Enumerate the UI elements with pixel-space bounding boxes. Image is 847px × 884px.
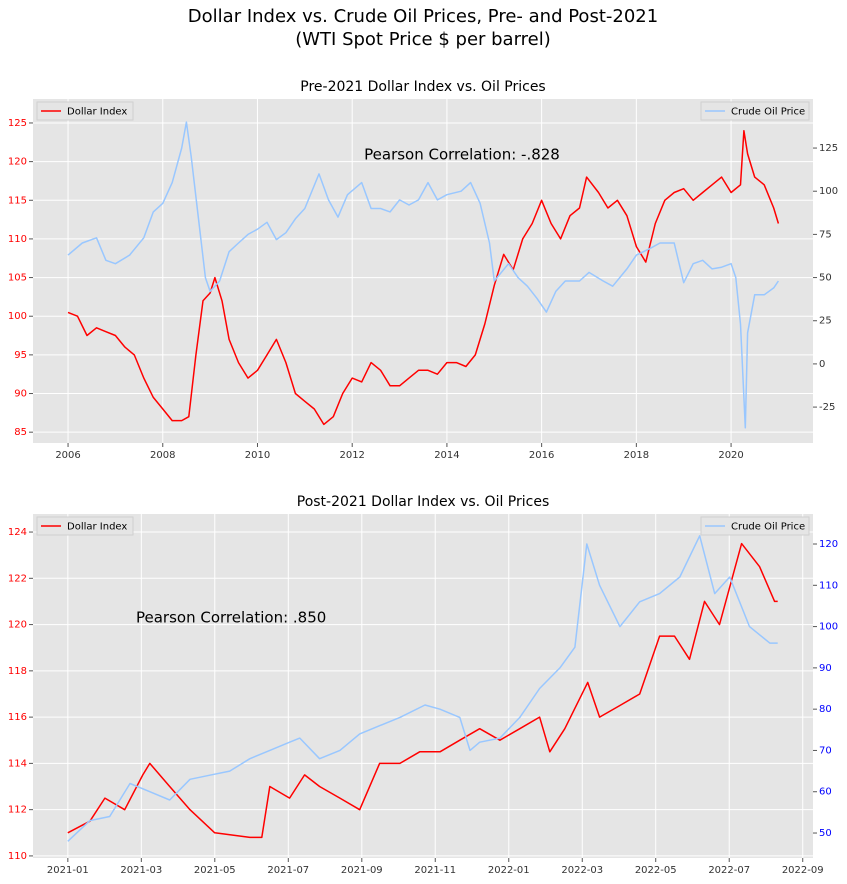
figure-title: Dollar Index vs. Crude Oil Prices, Pre- …	[188, 6, 658, 27]
plot-title: Post-2021 Dollar Index vs. Oil Prices	[297, 494, 550, 510]
y-tick-label: 118	[8, 666, 27, 677]
y-tick-label: 116	[8, 712, 27, 723]
x-tick-label: 2014	[434, 450, 459, 461]
x-tick-label: 2021-03	[120, 865, 162, 876]
x-tick-label: 2022-07	[708, 865, 750, 876]
y2-tick-label: 50	[819, 828, 832, 839]
x-tick-label: 2022-01	[488, 865, 530, 876]
legend-label: Dollar Index	[67, 522, 127, 533]
figure-subtitle: (WTI Spot Price $ per barrel)	[295, 29, 551, 50]
x-tick-label: 2021-01	[47, 865, 89, 876]
y2-tick-label: -25	[819, 402, 835, 413]
y2-tick-label: 80	[819, 704, 832, 715]
y-tick-label: 95	[14, 350, 27, 361]
x-tick-label: 2022-05	[635, 865, 677, 876]
y2-tick-label: 125	[819, 143, 838, 154]
x-tick-label: 2022-09	[782, 865, 824, 876]
y-tick-label: 90	[14, 389, 27, 400]
y2-tick-label: 110	[819, 580, 838, 591]
x-tick-label: 2008	[150, 450, 175, 461]
x-tick-label: 2016	[529, 450, 554, 461]
y-tick-label: 110	[8, 851, 27, 862]
legend-label: Crude Oil Price	[731, 107, 805, 118]
x-tick-label: 2020	[718, 450, 743, 461]
y-tick-label: 115	[8, 195, 27, 206]
annotation: Pearson Correlation: .850	[136, 609, 326, 627]
y-tick-label: 120	[8, 157, 27, 168]
series-line	[67, 542, 778, 839]
annotation: Pearson Correlation: -.828	[364, 146, 560, 164]
y2-tick-label: 120	[819, 539, 838, 550]
x-tick-label: 2021-05	[194, 865, 236, 876]
legend-label: Dollar Index	[67, 107, 127, 118]
x-tick-label: 2021-07	[267, 865, 309, 876]
x-tick-label: 2021-11	[414, 865, 456, 876]
x-tick-label: 2018	[624, 450, 649, 461]
y-tick-label: 125	[8, 118, 27, 129]
y-tick-label: 124	[8, 527, 27, 538]
x-tick-label: 2012	[339, 450, 364, 461]
y-tick-label: 110	[8, 234, 27, 245]
x-tick-label: 2022-03	[561, 865, 603, 876]
series-line	[67, 129, 780, 426]
y-tick-label: 105	[8, 273, 27, 284]
legend-box	[700, 101, 810, 121]
y-tick-label: 114	[8, 758, 27, 769]
y2-tick-label: 60	[819, 787, 832, 798]
legend-box	[36, 516, 134, 536]
y2-tick-label: 0	[819, 359, 825, 370]
y-tick-label: 112	[8, 805, 27, 816]
y2-tick-label: 100	[819, 622, 838, 633]
plot-title: Pre-2021 Dollar Index vs. Oil Prices	[300, 79, 545, 95]
legend-box	[36, 101, 134, 121]
series-line	[67, 121, 780, 429]
y-tick-label: 100	[8, 311, 27, 322]
y2-tick-label: 75	[819, 229, 832, 240]
y2-tick-label: 90	[819, 663, 832, 674]
y-tick-label: 85	[14, 427, 27, 438]
y2-tick-label: 70	[819, 745, 832, 756]
series-line	[67, 535, 778, 842]
y2-tick-label: 100	[819, 186, 838, 197]
legend-label: Crude Oil Price	[731, 522, 805, 533]
x-tick-label: 2021-09	[341, 865, 383, 876]
legend-box	[700, 516, 810, 536]
x-tick-label: 2010	[245, 450, 270, 461]
y2-tick-label: 50	[819, 273, 832, 284]
plot-background	[33, 514, 813, 858]
x-tick-label: 2006	[55, 450, 80, 461]
y-tick-label: 122	[8, 573, 27, 584]
y2-tick-label: 25	[819, 316, 832, 327]
y-tick-label: 120	[8, 620, 27, 631]
